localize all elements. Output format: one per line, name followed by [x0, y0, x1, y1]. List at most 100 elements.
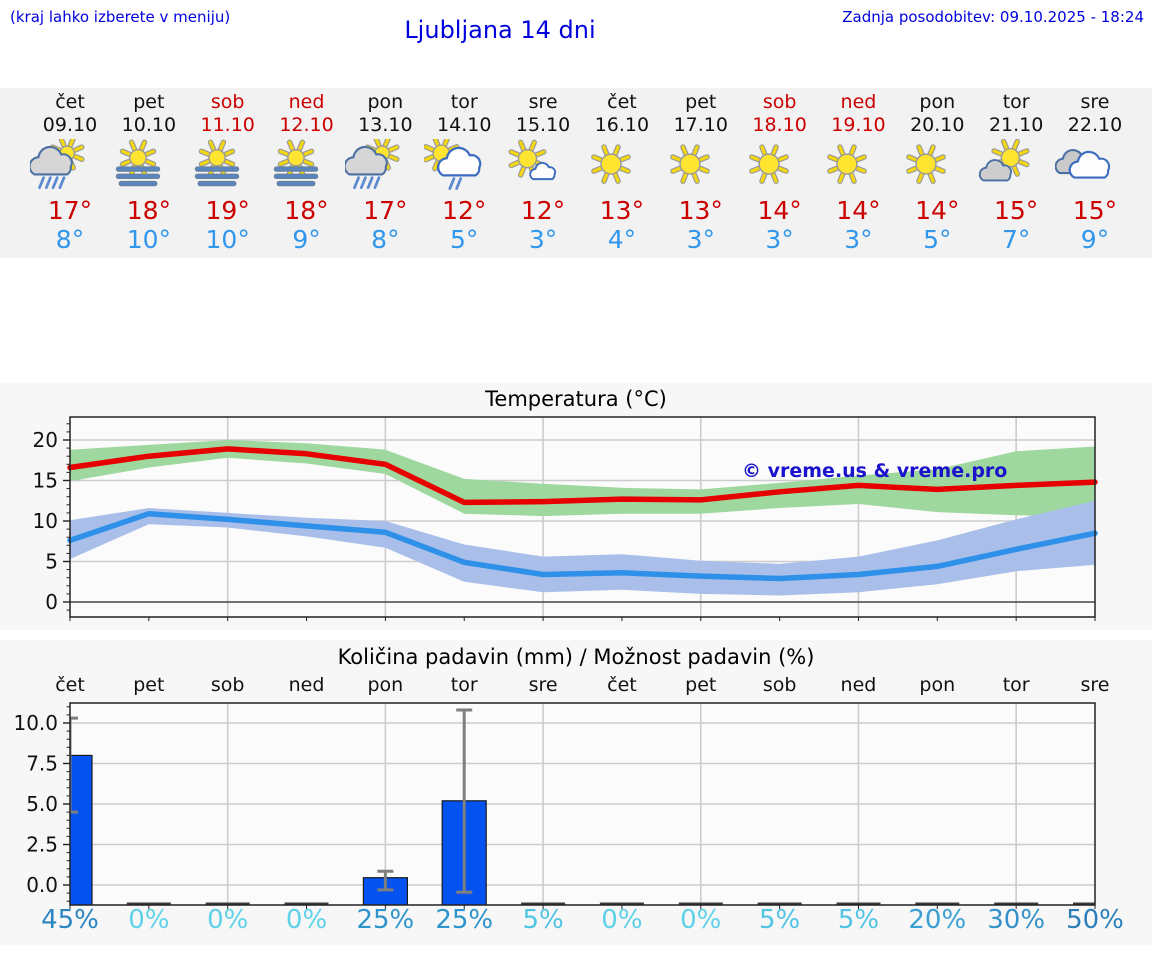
temperature-chart-title: Temperatura (°C): [485, 387, 667, 411]
day-max-temp: 13°: [678, 196, 723, 225]
precip-day-label: ned: [840, 674, 877, 696]
day-max-temp: 14°: [757, 196, 802, 225]
sun-rain-icon: [345, 139, 425, 195]
precip-ytick-label: 7.5: [26, 752, 58, 776]
day-max-temp: 12°: [520, 196, 566, 225]
day-name: sob: [762, 91, 797, 113]
forecast-strip: čet 09.10 17° 8° pet 10.10 18° 10° sob 11.10: [0, 88, 1152, 258]
day-date: 19.10: [831, 114, 886, 136]
precip-probability-label: 5%: [758, 905, 801, 935]
precip-day-label: sob: [210, 674, 245, 696]
precip-probability-label: 0%: [680, 905, 722, 935]
sun-rain-icon: [30, 139, 110, 195]
watermark-link[interactable]: © vreme.us & vreme.pro: [742, 460, 1007, 482]
temp-ytick-label: 5: [45, 550, 58, 574]
precip-probability-label: 45%: [41, 905, 99, 935]
day-column: pet 17.10 13° 3°: [661, 88, 741, 258]
precip-bar: [70, 754, 93, 905]
sun-icon: [740, 139, 820, 195]
sun-icon: [897, 139, 977, 195]
precipitation-day-labels: čet pet sob ned pon tor sre čet pet sob ned pon tor s…: [0, 674, 1152, 698]
day-date: 12.10: [279, 114, 334, 136]
precip-bar-zero: [915, 902, 960, 905]
day-date: 16.10: [594, 114, 650, 136]
precip-bar-zero: [836, 902, 881, 905]
day-max-temp: 15°: [993, 196, 1039, 225]
day-column: sob 11.10 19° 10°: [188, 88, 268, 258]
day-max-temp: 14°: [836, 196, 881, 225]
precip-probability-label: 20%: [908, 905, 967, 935]
cloudy-icon: [1055, 139, 1135, 195]
precip-day-label: pet: [685, 674, 717, 696]
precip-probability-label: 50%: [1066, 905, 1124, 935]
day-max-temp: 18°: [284, 196, 329, 225]
sun-icon: [818, 139, 898, 195]
day-min-temp: 8°: [371, 225, 400, 254]
precip-bar-zero: [284, 902, 329, 905]
day-date: 14.10: [437, 114, 492, 136]
day-name: pon: [919, 91, 956, 113]
day-name: pon: [367, 91, 404, 113]
precip-day-label: tor: [1002, 674, 1030, 696]
precip-bar-zero: [994, 902, 1039, 905]
day-column: tor 14.10 12° 5°: [424, 88, 504, 258]
temp-line: [67, 446, 1098, 506]
day-column: čet 16.10 13° 4°: [582, 88, 662, 258]
precipitation-probability-row: 45% 0% 0% 0% 25% 25% 5% 0% 0% 5% 5% 20% 30% 50%: [0, 905, 1152, 941]
sun-rain-outline-icon: [424, 139, 504, 195]
day-min-temp: 10°: [126, 225, 171, 254]
precip-bar-zero: [757, 902, 802, 905]
day-name: čet: [607, 91, 637, 113]
day-date: 17.10: [673, 114, 728, 136]
day-date: 21.10: [988, 114, 1044, 136]
day-name: pet: [133, 91, 165, 113]
precip-day-label: pon: [367, 674, 404, 696]
precipitation-chart: 0.0 2.5 5.0 7.5 10.0: [13, 702, 1096, 909]
sun-icon: [661, 139, 741, 195]
day-date: 10.10: [121, 114, 177, 136]
sun-icon: [582, 139, 662, 195]
page-title: Ljubljana 14 dni: [404, 16, 596, 44]
day-min-temp: 8°: [55, 225, 85, 254]
precip-probability-label: 25%: [356, 905, 415, 935]
day-max-temp: 13°: [599, 196, 645, 225]
day-date: 09.10: [42, 114, 98, 136]
temp-line: [67, 510, 1098, 582]
day-column: tor 21.10 15° 7°: [976, 88, 1056, 258]
day-max-temp: 18°: [126, 196, 171, 225]
precip-day-label: ned: [288, 674, 325, 696]
precip-day-label: pon: [919, 674, 956, 696]
temp-ytick-label: 10: [33, 509, 58, 533]
location-menu-hint: (kraj lahko izberete v meniju): [10, 8, 231, 26]
day-min-temp: 10°: [205, 225, 250, 254]
day-date: 20.10: [910, 114, 965, 136]
day-column: sre 15.10 12° 3°: [503, 88, 583, 258]
day-min-temp: 9°: [1080, 225, 1110, 254]
precip-bar-zero: [521, 902, 566, 905]
day-min-temp: 9°: [292, 225, 321, 254]
day-name: tor: [450, 91, 478, 113]
day-min-temp: 3°: [844, 225, 873, 254]
day-max-temp: 17°: [47, 196, 93, 225]
day-date: 18.10: [752, 114, 807, 136]
precip-ytick-label: 2.5: [26, 833, 58, 857]
day-min-temp: 7°: [1001, 225, 1031, 254]
day-min-temp: 5°: [923, 225, 952, 254]
day-min-temp: 3°: [765, 225, 794, 254]
precip-ytick-label: 0.0: [26, 873, 58, 897]
day-name: tor: [1002, 91, 1030, 113]
last-update-label: Zadnja posodobitev: 09.10.2025 - 18:24: [842, 8, 1144, 26]
precip-bar-zero: [678, 902, 723, 905]
precip-ytick-label: 10.0: [13, 711, 58, 735]
temp-band: [70, 500, 1095, 596]
precip-bar-zero: [126, 902, 171, 905]
day-name: sre: [1080, 91, 1110, 113]
temp-ytick-label: 15: [33, 469, 58, 493]
sun-cloud-small-icon: [503, 139, 583, 195]
precip-day-label: sob: [762, 674, 797, 696]
precip-bar-zero: [1073, 902, 1095, 905]
precip-day-label: tor: [450, 674, 478, 696]
precip-probability-label: 5%: [522, 905, 564, 935]
day-name: sre: [528, 91, 558, 113]
day-name: sob: [210, 91, 245, 113]
